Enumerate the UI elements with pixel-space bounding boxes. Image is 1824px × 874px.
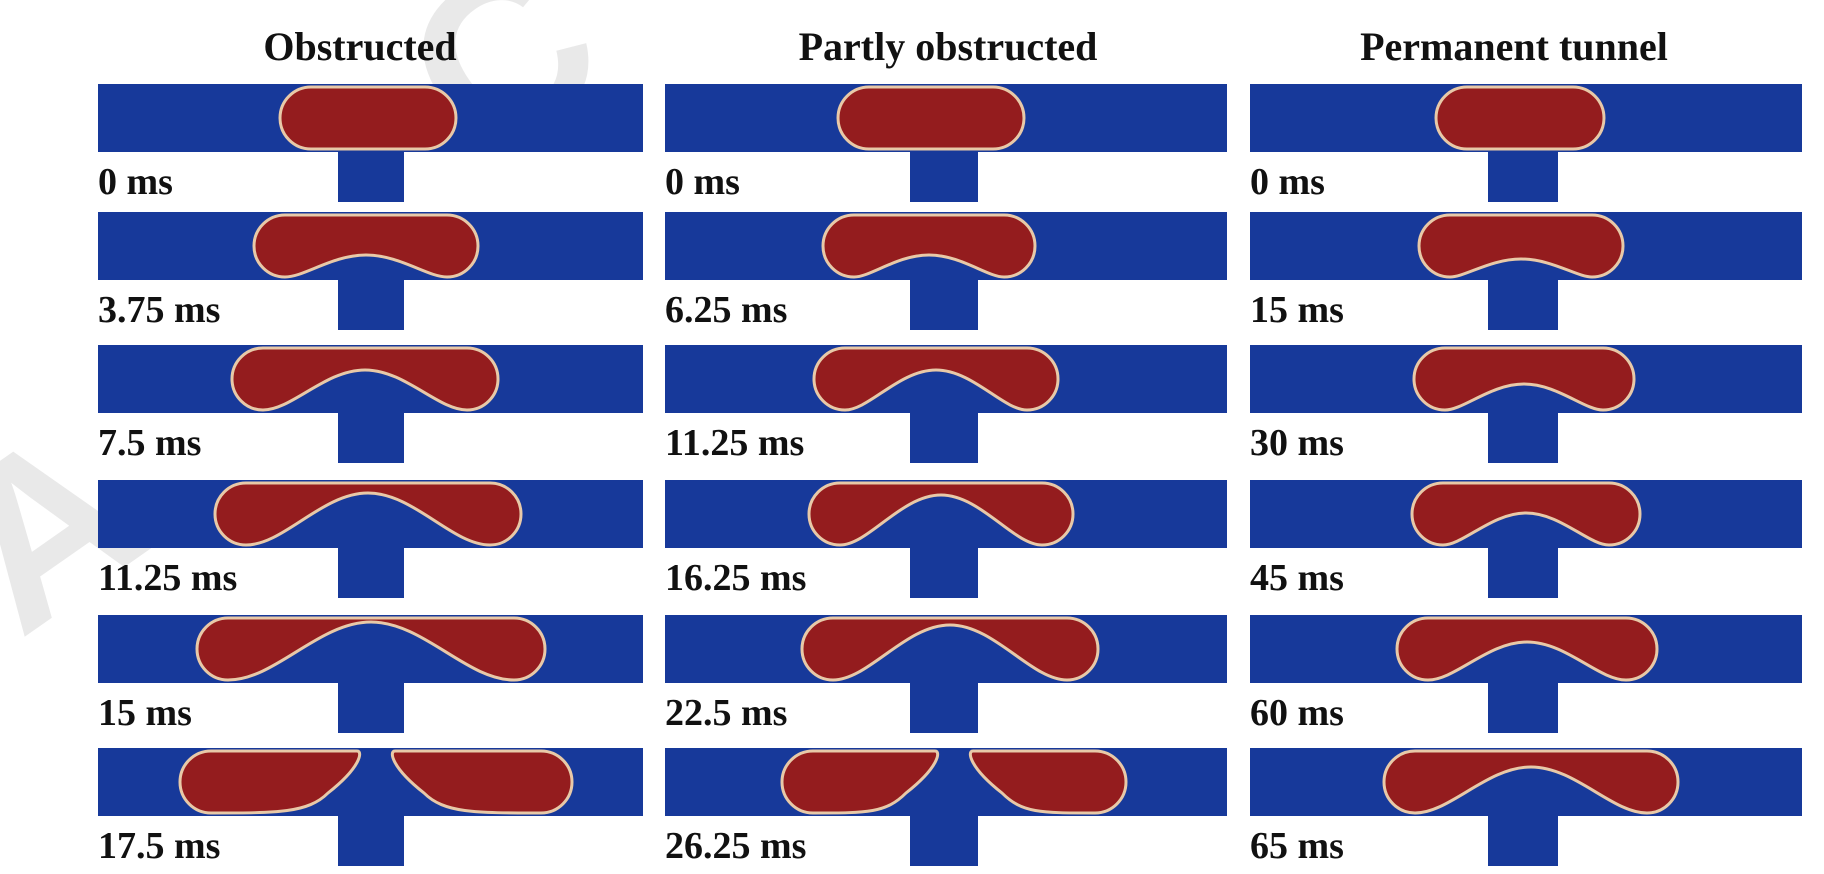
column-title: Permanent tunnel [1360,24,1668,69]
simulation-panel: 11.25 ms [98,480,643,599]
simulation-panel: 22.5 ms [665,615,1227,734]
time-label: 45 ms [1250,557,1344,599]
time-label: 15 ms [98,692,192,734]
droplet [1410,481,1642,547]
time-label: 22.5 ms [665,692,787,734]
simulation-panel: 6.25 ms [665,212,1227,331]
panel-grid: 0 ms 3.75 ms 7.5 ms 11.25 ms 15 ms 17.5 ms 0 m… [98,84,1802,867]
side-branch-channel [1488,413,1558,463]
simulation-panel: 45 ms [1250,480,1802,599]
simulation-panel: 17.5 ms [98,748,643,867]
time-label: 0 ms [98,161,173,203]
side-branch-channel [910,413,978,463]
side-branch-channel [338,548,404,598]
time-label: 17.5 ms [98,825,220,867]
time-label: 11.25 ms [665,422,804,464]
droplet [1412,346,1636,412]
side-branch-channel [910,280,978,330]
time-label: 0 ms [665,161,740,203]
side-branch-channel [910,548,978,598]
side-branch-channel [910,816,978,866]
simulation-panel: 15 ms [98,615,643,734]
time-label: 16.25 ms [665,557,806,599]
droplet [807,481,1075,547]
time-label: 7.5 ms [98,422,201,464]
column-title: Partly obstructed [799,24,1098,69]
simulation-panel: 65 ms [1250,748,1802,867]
time-label: 60 ms [1250,692,1344,734]
main-channel [98,615,643,683]
side-branch-channel [338,816,404,866]
droplet [1417,213,1625,279]
simulation-panel: 11.25 ms [665,345,1227,464]
droplet [213,481,523,547]
droplet [812,346,1060,412]
time-label: 26.25 ms [665,825,806,867]
time-label: 0 ms [1250,161,1325,203]
column-title: Obstructed [263,24,456,69]
side-branch-channel [338,413,404,463]
simulation-panel: 3.75 ms [98,212,643,331]
side-branch-channel [1488,816,1558,866]
simulation-panel: 60 ms [1250,615,1802,734]
time-label: 30 ms [1250,422,1344,464]
droplet [836,85,1026,151]
time-label: 3.75 ms [98,289,220,331]
side-branch-channel [1488,683,1558,733]
droplet [821,213,1037,279]
simulation-panel: 7.5 ms [98,345,643,464]
simulation-panel: 0 ms [665,84,1227,203]
side-branch-channel [338,683,404,733]
droplet [1382,749,1680,815]
side-branch-channel [1488,280,1558,330]
side-branch-channel [1488,152,1558,202]
simulation-panel: 26.25 ms [665,748,1227,867]
time-label: 65 ms [1250,825,1344,867]
side-branch-channel [1488,548,1558,598]
droplet [195,616,547,682]
droplet [178,749,574,815]
column-titles: Obstructed Partly obstructed Permanent tun… [263,24,1668,69]
droplet [1434,85,1606,151]
simulation-panel: 0 ms [98,84,643,203]
side-branch-channel [910,152,978,202]
droplet [278,85,458,151]
droplet [780,749,1128,815]
side-branch-channel [910,683,978,733]
time-label: 6.25 ms [665,289,787,331]
side-branch-channel [338,152,404,202]
time-label: 15 ms [1250,289,1344,331]
droplet [230,346,500,412]
side-branch-channel [338,280,404,330]
simulation-panel: 0 ms [1250,84,1802,203]
simulation-panel: 30 ms [1250,345,1802,464]
simulation-panel: 15 ms [1250,212,1802,331]
main-channel [665,748,1227,816]
time-label: 11.25 ms [98,557,237,599]
droplet [252,213,480,279]
droplet [1395,616,1659,682]
droplet [800,616,1100,682]
simulation-panel: 16.25 ms [665,480,1227,599]
